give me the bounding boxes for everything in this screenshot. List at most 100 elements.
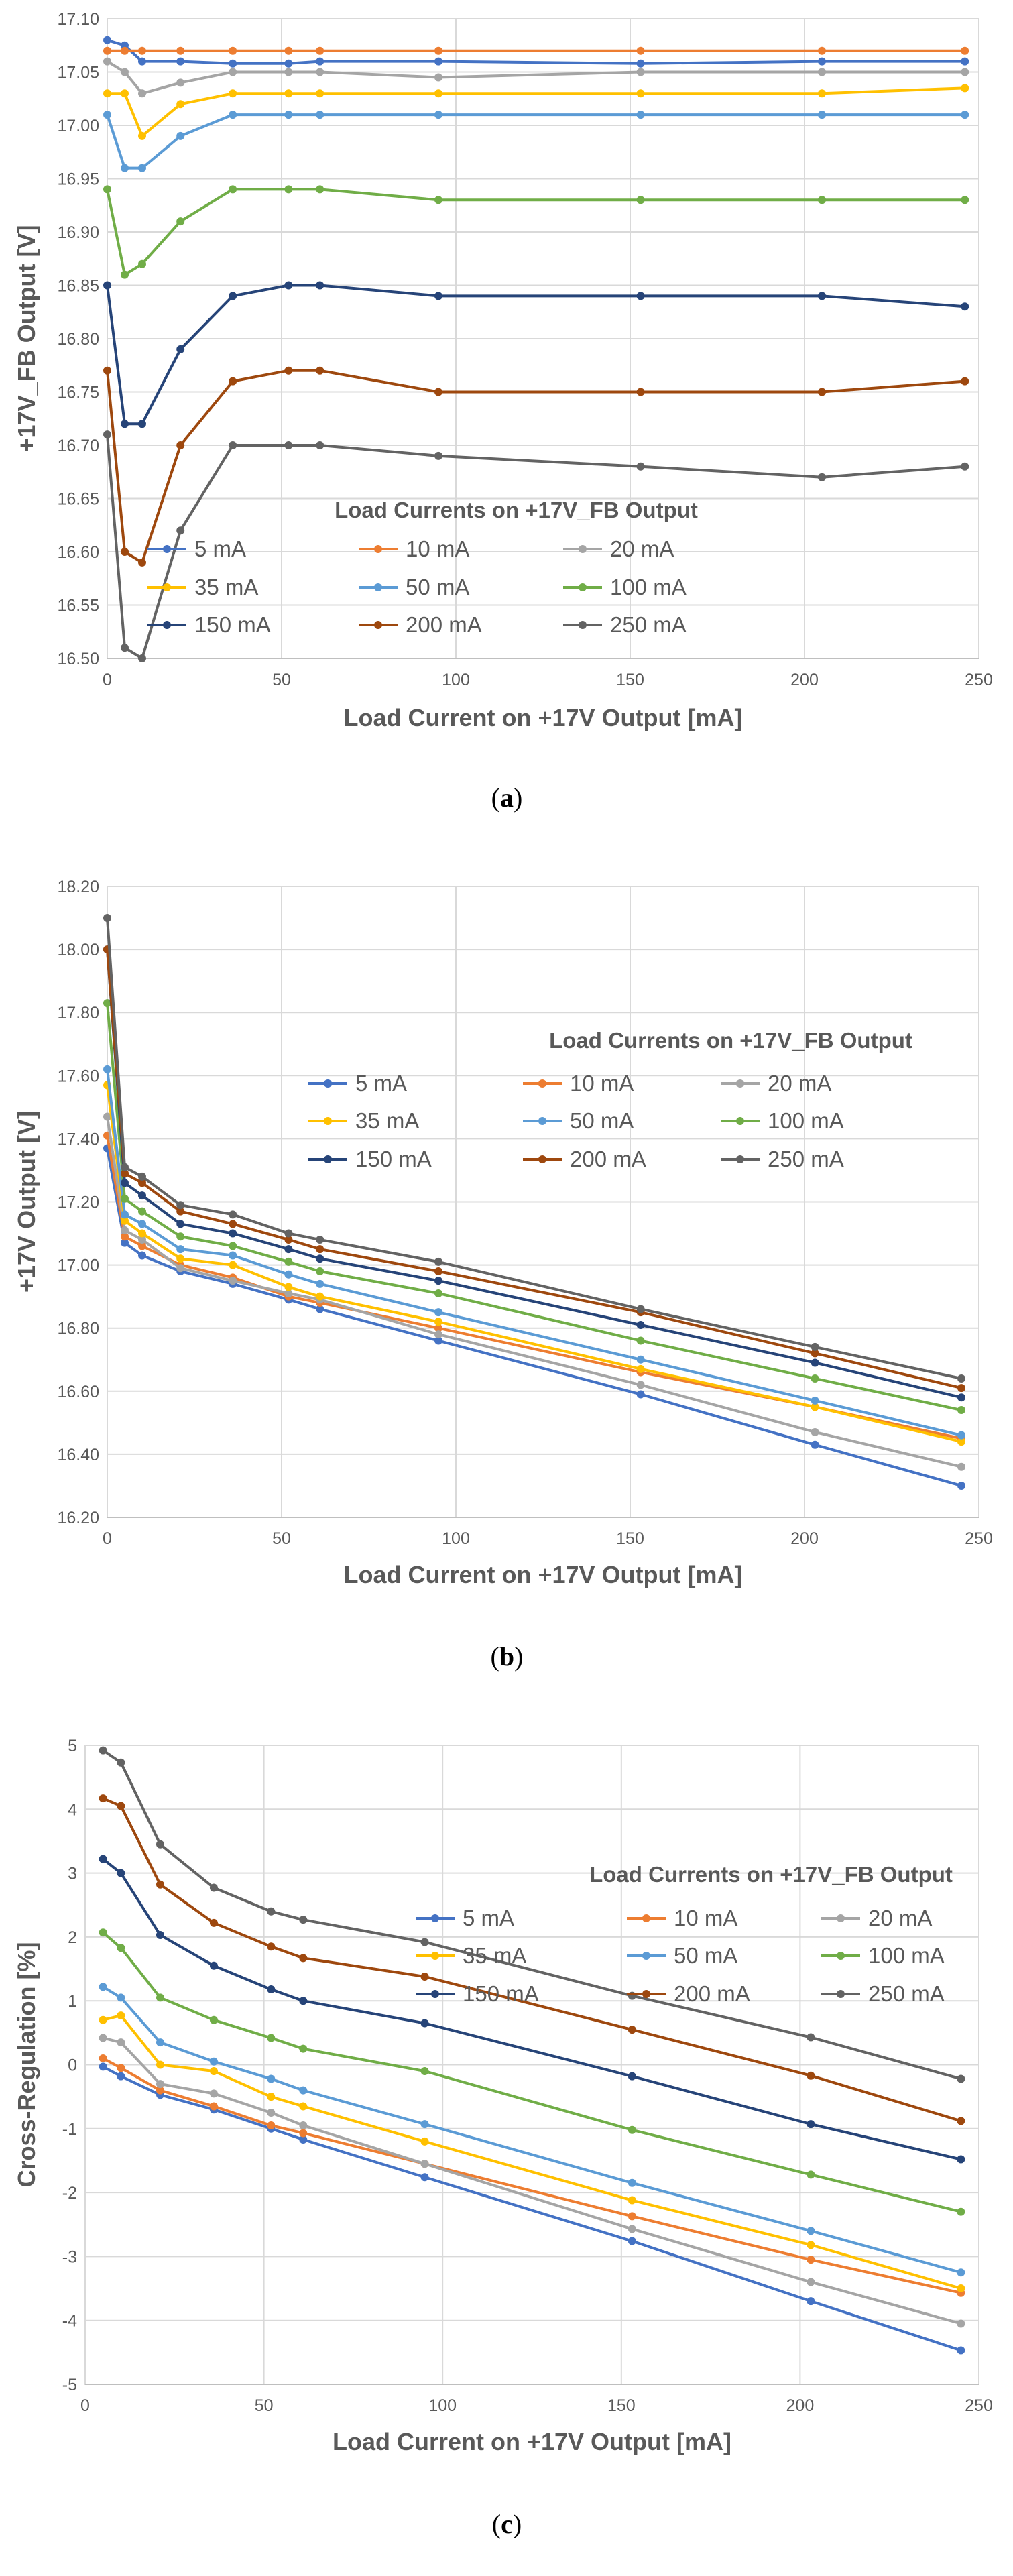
data-point <box>807 2120 815 2129</box>
data-point <box>961 84 969 93</box>
series-100-ma <box>103 185 969 279</box>
caption-a: (a) <box>491 782 523 813</box>
data-point <box>267 2108 276 2117</box>
series-35-ma <box>99 2011 965 2293</box>
data-point <box>434 1257 442 1266</box>
data-point <box>957 2268 965 2277</box>
data-point <box>121 1210 129 1219</box>
series-line <box>106 60 965 95</box>
series-group-b <box>103 914 965 1490</box>
y-tick-label: 16.75 <box>57 384 99 402</box>
caption-letter-a: a <box>500 782 514 813</box>
legend-b: Load Currents on +17V_FB Output 5 mA 10 mA… <box>308 1028 912 1171</box>
data-point <box>138 1220 146 1228</box>
legend-entry: 20 mA <box>821 1906 932 1930</box>
data-point <box>957 2207 965 2216</box>
data-point <box>811 1396 819 1405</box>
data-point <box>316 1267 324 1276</box>
data-point <box>299 2102 308 2111</box>
data-point <box>818 89 826 98</box>
x-tick-label: 100 <box>428 2396 457 2415</box>
data-point <box>434 451 442 460</box>
y-tick-label: 17.10 <box>57 10 99 29</box>
data-point <box>121 644 129 652</box>
data-point <box>121 1194 129 1203</box>
legend-label: 35 mA <box>463 1943 526 1968</box>
data-point <box>103 36 111 44</box>
data-point <box>811 1374 819 1383</box>
legend-entry: 10 mA <box>627 1906 737 1930</box>
data-point <box>636 59 645 68</box>
data-point <box>434 46 442 55</box>
data-point <box>121 46 129 55</box>
data-point <box>807 2256 815 2264</box>
data-point <box>818 57 826 66</box>
data-point <box>420 1938 429 1946</box>
legend-marker <box>837 1914 845 1922</box>
data-point <box>636 89 645 98</box>
data-point <box>957 2074 965 2083</box>
y-tick-label: -4 <box>62 2312 77 2331</box>
y-tick-label: 16.65 <box>57 490 99 509</box>
data-point <box>121 1216 129 1225</box>
data-point <box>209 2057 218 2066</box>
series-line <box>106 369 965 564</box>
data-point <box>138 131 146 140</box>
data-point <box>209 1961 218 1970</box>
data-point <box>957 2284 965 2293</box>
data-point <box>156 2080 164 2089</box>
data-point <box>818 196 826 204</box>
legend-label: 150 mA <box>463 1981 539 2006</box>
data-point <box>103 57 111 66</box>
data-point <box>284 68 293 76</box>
y-axis-title-c: Cross-Regulation [%] <box>13 1942 40 2187</box>
legend-label: 100 mA <box>768 1108 844 1133</box>
data-point <box>957 1481 965 1490</box>
y-tick-label: 16.60 <box>57 543 99 562</box>
data-point <box>99 1794 107 1803</box>
data-point <box>284 1229 293 1238</box>
data-point <box>434 73 442 82</box>
x-axis-title-b: Load Current on +17V Output [mA] <box>343 1561 742 1588</box>
data-point <box>636 196 645 204</box>
data-point <box>434 1324 442 1332</box>
x-tick-label: 250 <box>965 1529 993 1548</box>
data-point <box>316 57 324 66</box>
data-point <box>267 2074 276 2083</box>
data-point <box>636 388 645 396</box>
data-point <box>229 46 237 55</box>
legend-entry: 35 mA <box>416 1943 526 1968</box>
y-tick-label: 18.20 <box>57 878 99 896</box>
data-point <box>628 2212 636 2221</box>
data-point <box>229 377 237 386</box>
data-point <box>99 1928 107 1937</box>
data-point <box>176 1264 185 1273</box>
legend-marker <box>431 1990 439 1998</box>
series-200-ma <box>99 1794 965 2125</box>
legend-label: 10 mA <box>570 1071 634 1096</box>
x-tick-label: 100 <box>442 670 470 689</box>
series-line <box>102 2065 961 2352</box>
data-point <box>176 1220 185 1228</box>
data-point <box>267 2034 276 2042</box>
legend-entry: 100 mA <box>821 1943 945 1968</box>
data-point <box>229 1277 237 1285</box>
data-point <box>117 2064 125 2072</box>
legend-entry: 150 mA <box>308 1147 432 1171</box>
data-point <box>636 1320 645 1329</box>
data-point <box>138 1191 146 1200</box>
data-point <box>229 1251 237 1260</box>
series-50-ma <box>99 1983 965 2277</box>
chart-panel-b: 16.20 16.40 16.60 16.80 17.00 17.20 17.40 17.60… <box>13 878 993 1672</box>
data-point <box>434 1308 442 1317</box>
series-35-ma <box>103 1081 965 1446</box>
data-point <box>420 2067 429 2076</box>
data-point <box>807 2170 815 2179</box>
data-point <box>434 1267 442 1276</box>
x-tick-label: 150 <box>616 670 644 689</box>
data-point <box>176 441 185 449</box>
data-point <box>420 2120 429 2129</box>
data-point <box>434 1289 442 1297</box>
data-point <box>961 46 969 55</box>
